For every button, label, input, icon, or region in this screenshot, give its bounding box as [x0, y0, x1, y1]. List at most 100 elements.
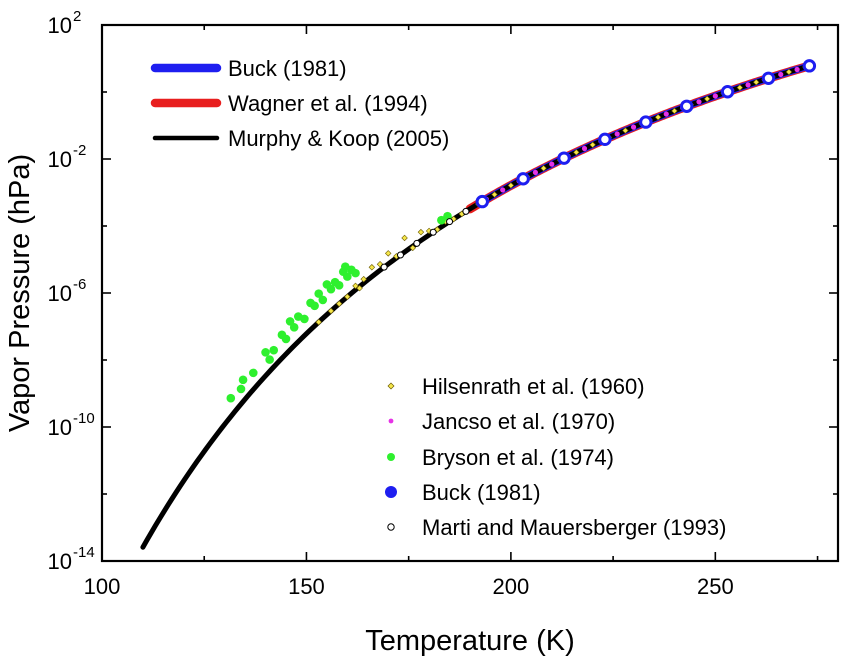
buck-point: [557, 151, 571, 165]
hilsenrath-point: [327, 307, 335, 315]
legend-bottom-marker: [385, 486, 397, 498]
series-layer: [140, 59, 817, 550]
bryson-point: [351, 268, 360, 278]
y-tick-label: 10: [48, 147, 72, 172]
buck-point: [720, 85, 735, 99]
legend-top: Buck (1981) Wagner et al. (1994) Murphy & …: [150, 56, 449, 151]
hilsenrath-point: [335, 300, 343, 307]
hilsenrath-point: [352, 282, 359, 290]
bryson-point: [314, 289, 324, 298]
marti-point: [446, 218, 454, 226]
hilsenrath-point: [671, 107, 678, 115]
legend-bottom: Hilsenrath et al. (1960) Jancso et al. (1…: [385, 374, 726, 540]
legend-bottom-label: Bryson et al. (1974): [422, 445, 614, 470]
legend-bottom-label: Hilsenrath et al. (1960): [422, 374, 645, 399]
bryson-point: [236, 384, 246, 394]
hilsenrath-point: [589, 141, 596, 149]
buck-point: [475, 194, 489, 209]
marti-point: [380, 263, 388, 271]
series-line-wagner: [465, 61, 815, 214]
hilsenrath-point: [736, 84, 744, 91]
hilsenrath-point: [491, 191, 498, 198]
x-tick-label: 200: [493, 574, 530, 599]
bryson-point: [238, 375, 248, 385]
jancso-point: [532, 169, 539, 176]
legend-bottom-label: Jancso et al. (1970): [422, 409, 615, 434]
buck-point: [802, 59, 817, 73]
y-tick-label: 10: [48, 281, 72, 306]
bryson-point: [300, 314, 309, 324]
hilsenrath-point: [540, 165, 547, 172]
hilsenrath-point: [344, 293, 351, 300]
bryson-point: [281, 334, 291, 344]
marti-point: [429, 228, 437, 236]
bryson-point: [248, 368, 258, 378]
bryson-point: [343, 272, 352, 281]
buck-point: [516, 172, 530, 186]
bryson-point: [334, 281, 344, 290]
x-tick-label: 250: [697, 574, 734, 599]
legend-bottom-marker: [387, 382, 395, 390]
x-tick-label: 150: [288, 574, 325, 599]
bryson-point: [437, 215, 446, 225]
legend-bottom-marker: [387, 453, 395, 461]
x-tick-label: 100: [84, 574, 121, 599]
y-tick-exponent: -10: [73, 410, 95, 427]
jancso-point: [614, 131, 620, 137]
y-tick-label: 10: [48, 415, 72, 440]
legend-bottom-label: Buck (1981): [422, 480, 541, 505]
jancso-point: [794, 66, 800, 73]
hilsenrath-point: [368, 264, 376, 271]
hilsenrath-point: [752, 78, 760, 86]
hilsenrath-point: [384, 250, 392, 257]
bryson-point: [310, 301, 319, 311]
y-tick-label: 10: [48, 13, 72, 38]
jancso-point: [712, 93, 718, 99]
bryson-point: [261, 348, 270, 357]
jancso-point: [500, 187, 506, 193]
jancso-point: [549, 161, 555, 167]
hilsenrath-point: [356, 284, 363, 292]
jancso-point: [696, 99, 702, 105]
buck-point: [680, 99, 694, 113]
hilsenrath-point: [785, 68, 793, 76]
x-axis-label: Temperature (K): [365, 625, 575, 657]
legend-bottom-label: Marti and Mauersberger (1993): [422, 515, 726, 540]
legend-top-label: Wagner et al. (1994): [228, 91, 428, 116]
marti-point: [396, 251, 404, 259]
hilsenrath-point: [401, 234, 408, 242]
jancso-point: [745, 82, 751, 88]
legend-bottom-marker: [387, 523, 395, 531]
y-tick-exponent: -2: [73, 142, 86, 159]
bryson-point: [226, 393, 236, 403]
hilsenrath-point: [573, 149, 580, 156]
bryson-point: [326, 284, 336, 294]
bryson-point: [265, 355, 274, 364]
y-tick-exponent: -14: [73, 544, 95, 561]
bryson-point: [269, 345, 279, 355]
jancso-point: [630, 124, 637, 130]
jancso-point: [581, 145, 588, 152]
buck-point: [761, 71, 776, 85]
y-tick-exponent: -6: [73, 276, 86, 293]
series-line-buck: [478, 62, 814, 206]
y-tick-label: 10: [48, 549, 72, 574]
jancso-point: [663, 111, 669, 117]
y-tick-exponent: 2: [73, 8, 81, 25]
hilsenrath-point: [417, 228, 425, 236]
hilsenrath-point: [703, 95, 711, 103]
hilsenrath-point: [409, 244, 416, 252]
legend-bottom-marker: [388, 418, 394, 424]
jancso-point: [778, 71, 784, 78]
hilsenrath-point: [360, 275, 367, 283]
legend-top-label: Murphy & Koop (2005): [228, 126, 449, 151]
y-axis-label: Vapor Pressure (hPa): [4, 154, 36, 432]
bryson-point: [289, 323, 299, 332]
legend-top-label: Buck (1981): [228, 56, 347, 81]
bryson-point: [318, 295, 328, 305]
hilsenrath-point: [507, 182, 515, 189]
hilsenrath-point: [315, 318, 322, 326]
buck-point: [639, 115, 653, 129]
